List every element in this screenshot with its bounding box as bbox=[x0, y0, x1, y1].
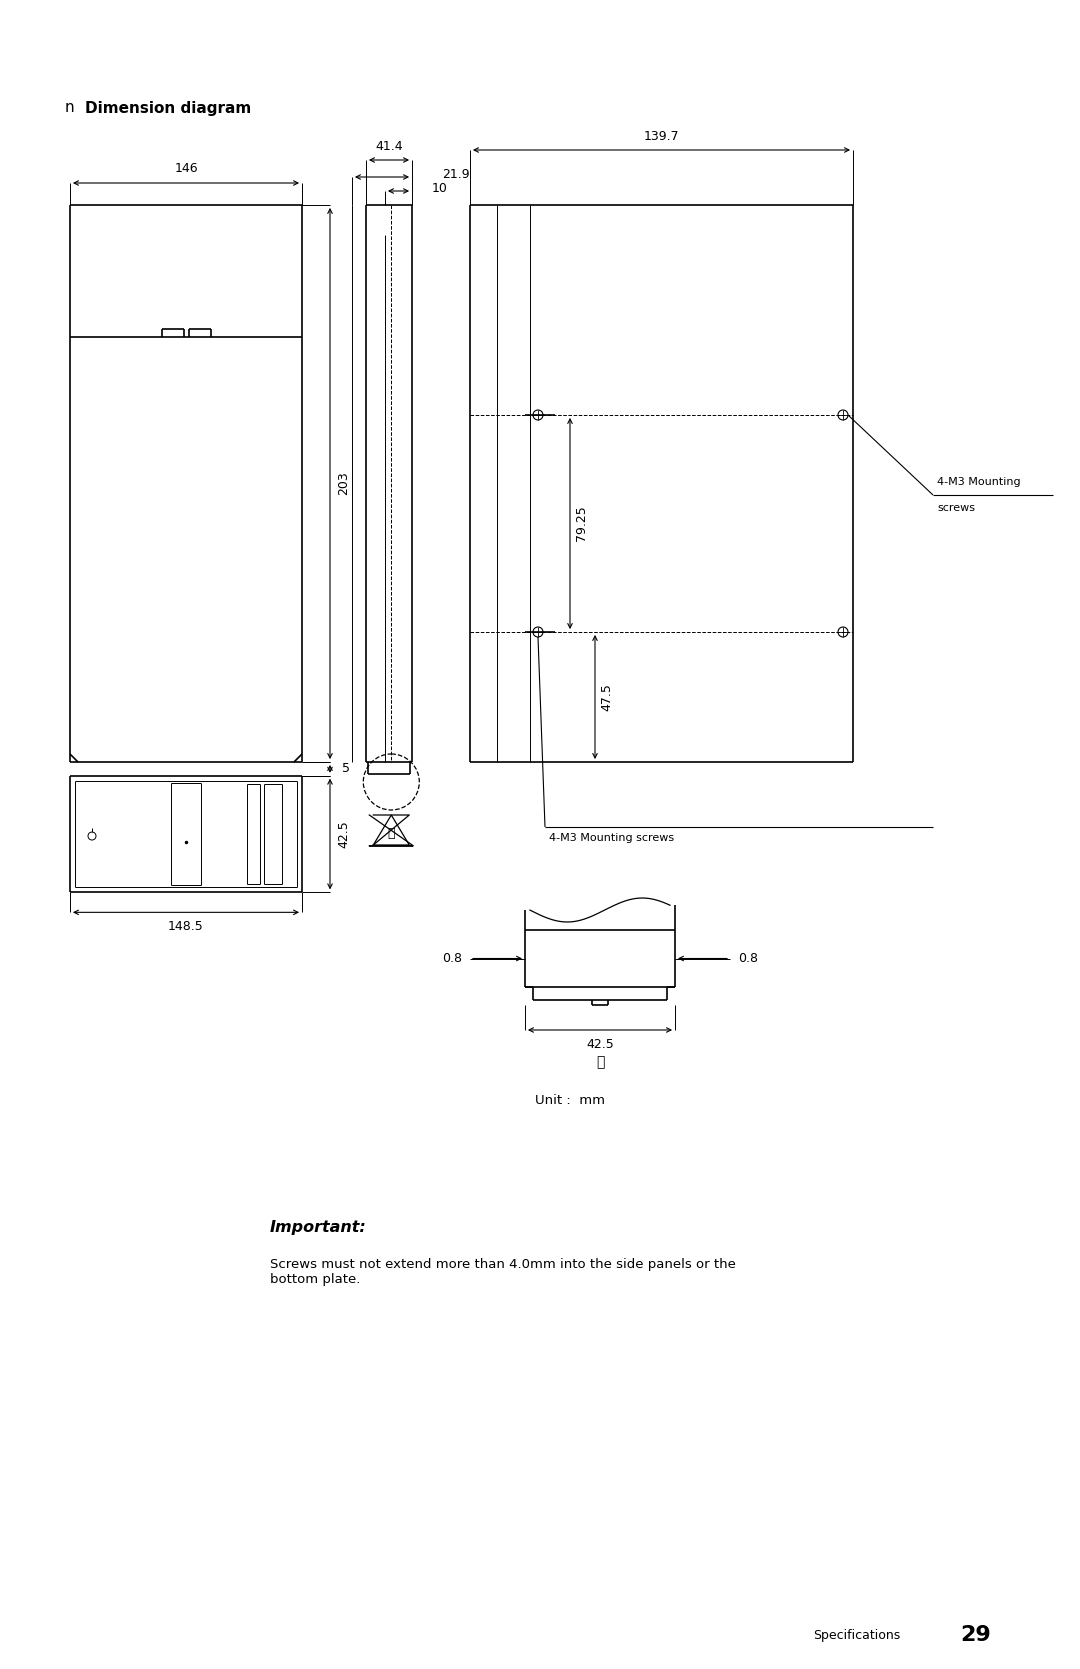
Text: Ⓐ: Ⓐ bbox=[596, 1055, 604, 1070]
Text: 0.8: 0.8 bbox=[442, 951, 462, 965]
Text: 42.5: 42.5 bbox=[586, 1038, 613, 1050]
Text: n: n bbox=[65, 100, 75, 115]
Text: Unit :  mm: Unit : mm bbox=[535, 1093, 605, 1107]
Text: 203: 203 bbox=[337, 472, 351, 496]
Text: 10: 10 bbox=[432, 182, 448, 195]
Text: 0.8: 0.8 bbox=[738, 951, 758, 965]
Text: Specifications: Specifications bbox=[813, 1629, 900, 1642]
Text: 79.25: 79.25 bbox=[576, 506, 589, 541]
Text: Important:: Important: bbox=[270, 1220, 367, 1235]
Text: 42.5: 42.5 bbox=[337, 819, 351, 848]
Text: 148.5: 148.5 bbox=[168, 920, 204, 933]
Text: 41.4: 41.4 bbox=[375, 140, 403, 154]
Text: 29: 29 bbox=[960, 1626, 990, 1646]
Text: Screws must not extend more than 4.0mm into the side panels or the
bottom plate.: Screws must not extend more than 4.0mm i… bbox=[270, 1258, 735, 1287]
Text: 21.9: 21.9 bbox=[442, 169, 470, 182]
Text: 47.5: 47.5 bbox=[600, 683, 613, 711]
Text: Ⓐ: Ⓐ bbox=[388, 826, 395, 840]
Text: 139.7: 139.7 bbox=[644, 130, 679, 142]
Text: 4-M3 Mounting screws: 4-M3 Mounting screws bbox=[549, 833, 674, 843]
Text: 5: 5 bbox=[342, 763, 350, 776]
Text: 4-M3 Mounting: 4-M3 Mounting bbox=[937, 477, 1021, 487]
Text: 146: 146 bbox=[174, 162, 198, 175]
Text: Dimension diagram: Dimension diagram bbox=[85, 100, 252, 115]
Text: screws: screws bbox=[937, 502, 975, 512]
